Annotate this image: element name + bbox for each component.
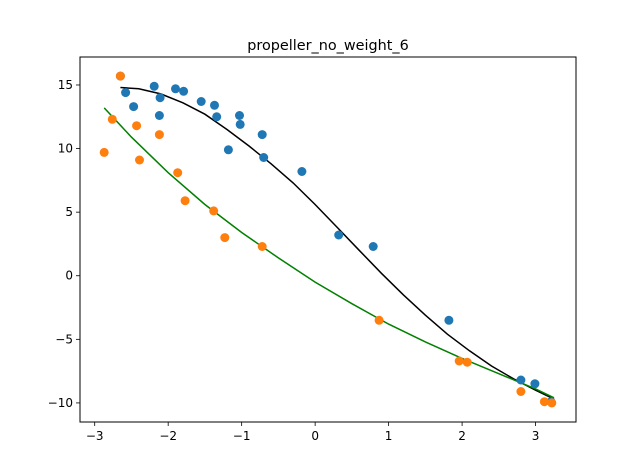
data-point-0-7 — [179, 86, 189, 96]
data-point-0-17 — [334, 230, 344, 240]
data-point-0-12 — [235, 111, 244, 120]
data-point-0-6 — [171, 84, 180, 94]
plot-area — [99, 71, 557, 408]
data-point-1-8 — [209, 206, 219, 216]
data-point-1-13 — [462, 357, 472, 367]
data-point-1-3 — [132, 121, 142, 131]
data-point-0-15 — [259, 153, 269, 162]
x-tick-label: 0 — [311, 429, 319, 443]
data-point-0-2 — [129, 102, 139, 112]
data-point-1-1 — [107, 114, 117, 124]
data-point-1-12 — [454, 356, 464, 366]
data-point-0-10 — [212, 112, 222, 122]
data-point-1-2 — [115, 71, 125, 81]
data-point-1-9 — [220, 233, 230, 243]
data-point-1-0 — [99, 147, 109, 157]
data-point-1-14 — [516, 387, 526, 396]
fit-line-2 — [120, 86, 555, 400]
data-point-1-4 — [135, 155, 144, 165]
data-point-1-11 — [374, 315, 384, 325]
data-point-0-16 — [297, 167, 307, 176]
data-point-1-6 — [173, 168, 183, 178]
y-tick-label: 5 — [65, 205, 73, 219]
data-point-0-1 — [121, 88, 131, 98]
data-point-0-21 — [530, 379, 540, 389]
x-tick-label: 1 — [385, 429, 393, 443]
data-point-0-9 — [210, 100, 219, 110]
data-point-0-11 — [223, 145, 233, 155]
x-tick-label: 3 — [532, 429, 540, 443]
fit-line-3 — [103, 107, 555, 399]
y-tick-label: 10 — [58, 142, 73, 156]
data-point-0-8 — [196, 97, 206, 106]
data-point-1-16 — [547, 398, 557, 408]
x-tick-label: −2 — [159, 429, 177, 443]
data-point-0-18 — [368, 242, 378, 251]
data-point-1-7 — [180, 196, 190, 206]
data-point-0-20 — [516, 375, 526, 385]
plot-frame — [79, 56, 577, 423]
data-point-1-10 — [257, 242, 267, 251]
data-point-0-19 — [444, 315, 454, 325]
x-tick-label: −3 — [86, 429, 104, 443]
y-tick-label: 0 — [65, 269, 73, 283]
data-point-1-15 — [539, 397, 549, 407]
x-tick-label: 2 — [458, 429, 466, 443]
y-tick-label: 15 — [58, 78, 73, 92]
x-tick-label: −1 — [233, 429, 251, 443]
data-point-0-3 — [149, 81, 159, 91]
y-tick-label: −10 — [48, 396, 73, 410]
y-tick-label: −5 — [55, 332, 73, 346]
data-point-0-14 — [257, 130, 267, 140]
y-axis: −10 −5 0 5 10 15 — [48, 78, 80, 410]
data-point-0-4 — [155, 93, 165, 103]
data-point-1-5 — [154, 130, 164, 140]
chart-title: propeller_no_weight_6 — [247, 38, 408, 54]
data-point-0-5 — [154, 111, 164, 120]
data-point-0-13 — [235, 119, 245, 129]
x-axis: −3 −2 −1 0 1 2 3 — [86, 422, 540, 443]
